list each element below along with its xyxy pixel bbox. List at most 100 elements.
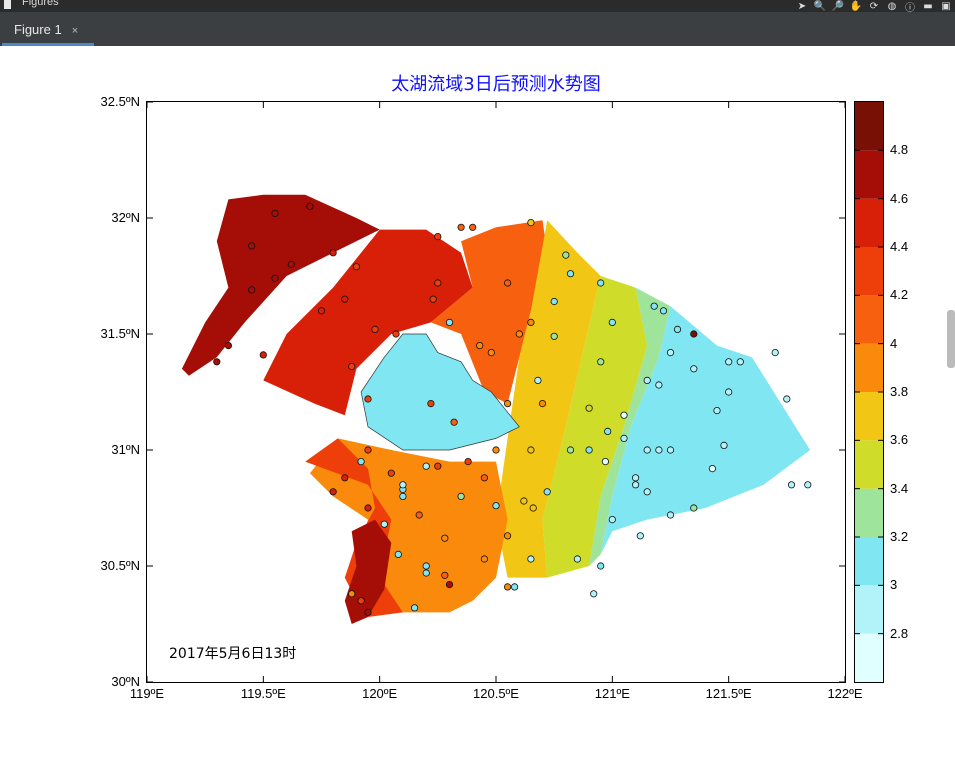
contour-region bbox=[344, 519, 392, 624]
map-axes[interactable] bbox=[146, 101, 846, 683]
colorbar-tick-label: 4.8 bbox=[890, 142, 909, 158]
station-marker bbox=[529, 504, 537, 512]
station-marker bbox=[492, 446, 500, 454]
x-tick-label: 119ºE bbox=[129, 686, 165, 701]
colorbar bbox=[854, 101, 884, 683]
station-marker bbox=[341, 474, 349, 482]
station-marker bbox=[720, 441, 728, 449]
colorbar-band bbox=[855, 198, 883, 247]
station-marker bbox=[399, 492, 407, 500]
station-marker bbox=[457, 223, 465, 231]
station-marker bbox=[573, 555, 581, 563]
station-marker bbox=[783, 395, 791, 403]
station-marker bbox=[464, 457, 472, 466]
pointer-icon[interactable]: ➤ bbox=[797, 0, 807, 12]
x-tick-label: 119.5ºE bbox=[240, 686, 286, 701]
station-marker bbox=[771, 349, 779, 357]
colorbar-tick-label: 4 bbox=[890, 335, 898, 351]
brush-icon[interactable]: ▬ bbox=[923, 0, 933, 12]
station-marker bbox=[364, 395, 372, 403]
station-marker bbox=[434, 462, 442, 470]
station-marker bbox=[538, 399, 547, 408]
station-marker bbox=[394, 550, 402, 558]
station-marker bbox=[427, 399, 435, 408]
contour-region bbox=[430, 220, 548, 404]
station-marker bbox=[643, 376, 651, 384]
station-marker bbox=[422, 462, 430, 470]
tab-label: Figure 1 bbox=[14, 22, 62, 37]
station-marker bbox=[566, 446, 575, 454]
station-marker bbox=[804, 481, 812, 489]
station-marker bbox=[534, 376, 542, 384]
close-icon[interactable]: × bbox=[71, 25, 79, 37]
station-marker bbox=[510, 583, 519, 591]
station-marker bbox=[643, 446, 651, 454]
taihu-lake bbox=[360, 333, 520, 451]
zoom-in-icon[interactable]: 🔍 bbox=[813, 0, 827, 12]
colorbar-band bbox=[855, 440, 883, 489]
colorbar-band bbox=[855, 150, 883, 199]
station-marker bbox=[357, 597, 365, 605]
station-marker bbox=[631, 481, 640, 489]
station-marker bbox=[604, 427, 612, 435]
x-tick-label: 121ºE bbox=[594, 686, 630, 701]
colorbar-tick-label: 4.4 bbox=[890, 239, 909, 254]
station-marker bbox=[666, 446, 675, 454]
station-marker bbox=[434, 233, 442, 241]
station-marker bbox=[655, 446, 663, 454]
station-marker bbox=[608, 515, 616, 524]
colorbar-band bbox=[855, 633, 883, 682]
window-titlebar: Figures ➤ 🔍 🔎 ✋ ⟳ ◍ ⓘ ▬ ▣ bbox=[0, 0, 955, 14]
dock-icon[interactable]: ▣ bbox=[941, 0, 951, 12]
station-marker bbox=[348, 362, 356, 371]
figure-toolbar: ➤ 🔍 🔎 ✋ ⟳ ◍ ⓘ ▬ ▣ bbox=[795, 0, 953, 14]
station-marker bbox=[527, 555, 535, 563]
station-marker bbox=[357, 457, 365, 466]
scrollbar-handle[interactable] bbox=[947, 310, 955, 368]
station-marker bbox=[725, 358, 733, 366]
x-tick-label: 121.5ºE bbox=[705, 686, 752, 701]
globe-icon[interactable]: ◍ bbox=[887, 0, 897, 12]
station-marker bbox=[713, 406, 721, 415]
station-marker bbox=[399, 481, 407, 489]
colorbar-tick-label: 3.8 bbox=[890, 384, 909, 399]
station-marker bbox=[476, 342, 484, 350]
station-marker bbox=[248, 242, 256, 250]
station-marker bbox=[329, 249, 337, 257]
y-tick-label: 30ºN bbox=[111, 674, 140, 689]
station-marker bbox=[566, 270, 575, 278]
station-marker bbox=[492, 502, 500, 510]
pan-icon[interactable]: ✋ bbox=[849, 0, 863, 12]
info-icon[interactable]: ⓘ bbox=[905, 2, 915, 14]
station-marker bbox=[708, 464, 717, 473]
zoom-out-icon[interactable]: 🔎 bbox=[831, 0, 845, 12]
station-marker bbox=[585, 404, 593, 412]
station-marker bbox=[601, 457, 609, 466]
station-marker bbox=[487, 349, 495, 357]
station-marker bbox=[415, 511, 423, 519]
station-marker bbox=[422, 562, 430, 570]
station-marker bbox=[503, 279, 512, 287]
station-marker bbox=[503, 399, 512, 408]
station-marker bbox=[673, 325, 682, 333]
station-marker bbox=[248, 286, 256, 294]
app-icon bbox=[4, 0, 11, 9]
station-marker bbox=[348, 590, 356, 598]
colorbar-band bbox=[855, 343, 883, 392]
x-tick-label: 120ºE bbox=[362, 686, 398, 701]
contour-region bbox=[600, 306, 811, 555]
tab-figure-1[interactable]: Figure 1 × bbox=[2, 16, 94, 46]
colorbar-tick-label: 3.2 bbox=[890, 529, 909, 544]
station-marker bbox=[527, 219, 535, 227]
forecast-timestamp: 2017年5月6日13时 bbox=[169, 646, 297, 662]
y-tick-label: 31ºN bbox=[111, 442, 140, 457]
station-marker bbox=[520, 497, 528, 505]
colorbar-tick-label: 3.6 bbox=[890, 432, 909, 448]
rotate-icon[interactable]: ⟳ bbox=[869, 0, 879, 12]
x-tick-label: 120.5ºE bbox=[473, 686, 519, 701]
station-marker bbox=[562, 251, 570, 259]
station-marker bbox=[317, 307, 326, 315]
station-marker bbox=[364, 446, 372, 454]
x-tick-label: 122ºE bbox=[827, 686, 863, 701]
station-marker bbox=[445, 318, 454, 326]
